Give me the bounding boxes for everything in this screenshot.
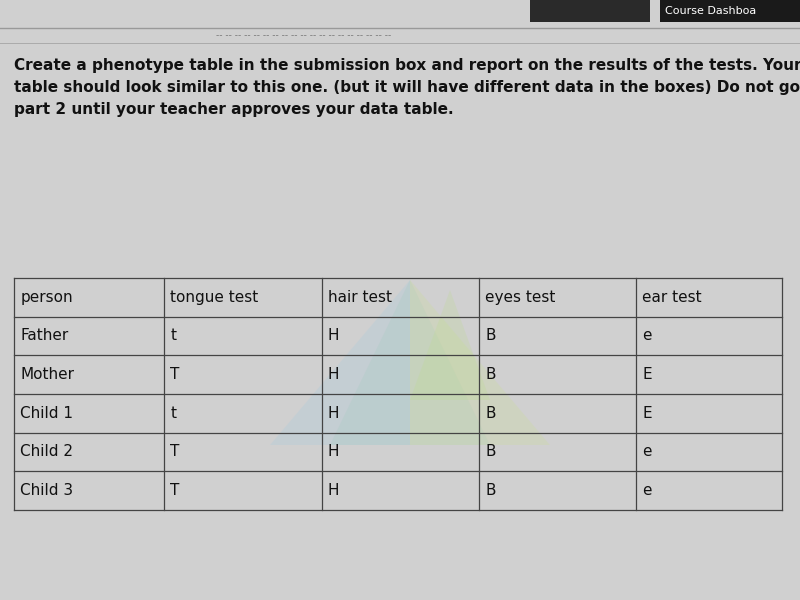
Text: H: H — [328, 329, 339, 343]
Text: Child 1: Child 1 — [21, 406, 74, 421]
Text: Course Dashboa: Course Dashboa — [665, 6, 756, 16]
Text: part 2 until your teacher approves your data table.: part 2 until your teacher approves your … — [14, 102, 454, 117]
Text: T: T — [170, 483, 179, 498]
Polygon shape — [330, 280, 490, 445]
Text: Father: Father — [21, 329, 69, 343]
Bar — [530, 0, 650, 22]
Text: B: B — [485, 329, 495, 343]
Text: tongue test: tongue test — [170, 290, 258, 305]
Text: t: t — [170, 406, 176, 421]
Text: Create a phenotype table in the submission box and report on the results of the : Create a phenotype table in the submissi… — [14, 58, 800, 73]
Text: B: B — [485, 483, 495, 498]
Text: H: H — [328, 367, 339, 382]
Bar — [660, 0, 800, 22]
Polygon shape — [270, 280, 410, 445]
Text: Mother: Mother — [21, 367, 74, 382]
Text: hair test: hair test — [328, 290, 392, 305]
Text: E: E — [642, 406, 652, 421]
Text: ear test: ear test — [642, 290, 702, 305]
Text: B: B — [485, 445, 495, 460]
Text: T: T — [170, 445, 179, 460]
Text: e: e — [642, 445, 652, 460]
Text: Child 3: Child 3 — [21, 483, 74, 498]
Text: person: person — [21, 290, 73, 305]
Polygon shape — [410, 280, 550, 445]
Text: table should look similar to this one. (but it will have different data in the b: table should look similar to this one. (… — [14, 80, 800, 95]
Text: e: e — [642, 329, 652, 343]
Text: E: E — [642, 367, 652, 382]
Text: B: B — [485, 406, 495, 421]
Text: Child 2: Child 2 — [21, 445, 74, 460]
Text: H: H — [328, 483, 339, 498]
Text: e: e — [642, 483, 652, 498]
Polygon shape — [410, 290, 490, 400]
Text: H: H — [328, 406, 339, 421]
Text: eyes test: eyes test — [485, 290, 555, 305]
Text: B: B — [485, 367, 495, 382]
Text: -- -- -- -- -- -- -- -- -- -- -- -- -- -- -- -- -- -- --: -- -- -- -- -- -- -- -- -- -- -- -- -- -… — [216, 31, 392, 40]
Text: T: T — [170, 367, 179, 382]
Text: t: t — [170, 329, 176, 343]
Text: H: H — [328, 445, 339, 460]
